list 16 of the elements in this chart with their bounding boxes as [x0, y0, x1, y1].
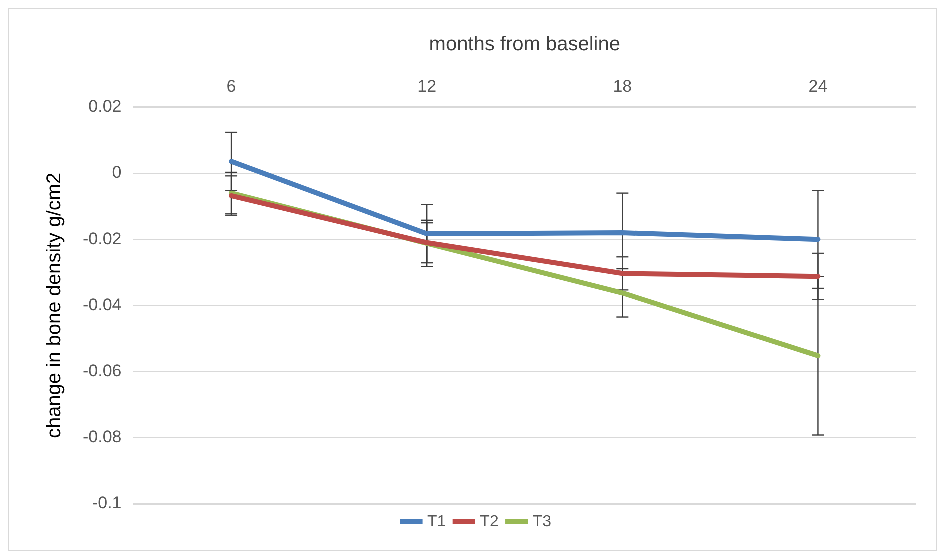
legend-label: T1 [427, 513, 446, 530]
x-tick-label: 6 [226, 76, 236, 96]
x-axis-title: months from baseline [429, 34, 620, 56]
y-axis-title: change in bone density g/cm2 [44, 172, 66, 439]
x-tick-label: 18 [613, 76, 632, 96]
legend-label: T2 [480, 513, 499, 530]
y-tick-label: -0.04 [83, 295, 122, 314]
y-tick-label: 0 [112, 163, 122, 182]
y-tick-label: -0.1 [92, 494, 122, 513]
y-tick-label: -0.06 [83, 361, 122, 380]
y-tick-label: 0.02 [88, 97, 122, 116]
y-tick-label: -0.02 [83, 229, 122, 248]
x-tick-label: 24 [808, 76, 828, 96]
y-tick-label: -0.08 [83, 428, 122, 447]
legend-label: T3 [532, 513, 552, 530]
x-tick-label: 12 [418, 76, 437, 96]
